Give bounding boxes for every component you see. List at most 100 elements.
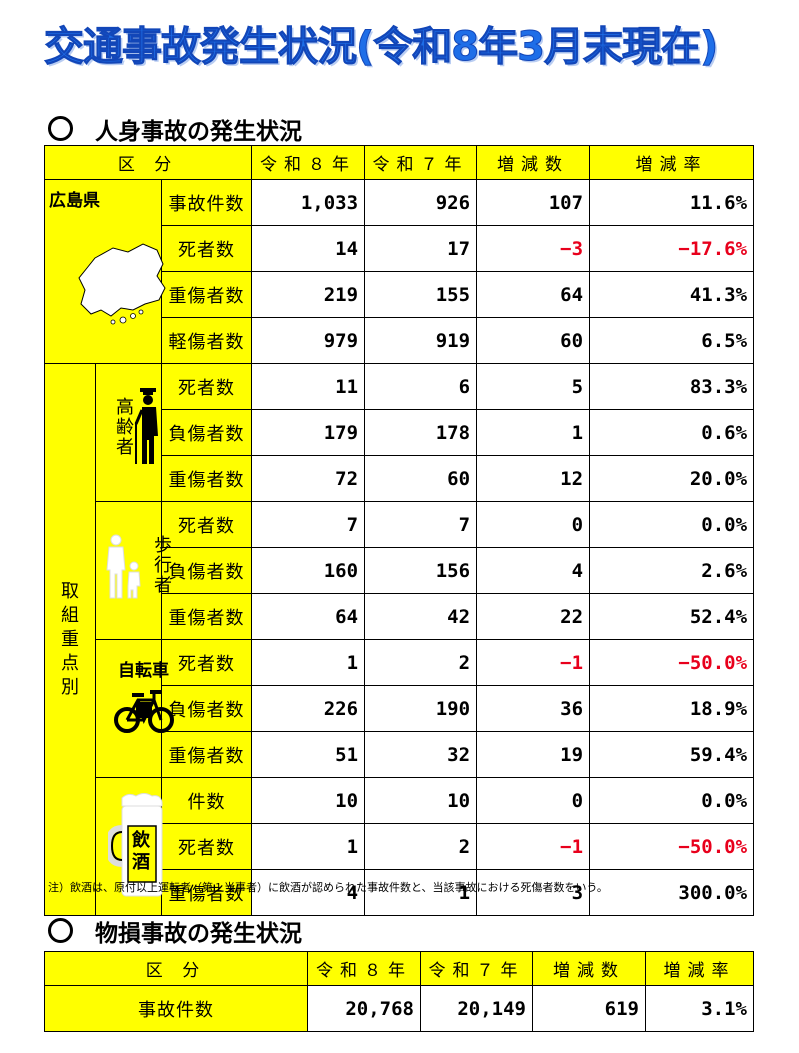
pedestrian-row-label: 死者数 bbox=[160, 501, 253, 548]
cell-diff: −1 bbox=[476, 823, 591, 870]
circle-bullet-icon bbox=[48, 116, 73, 141]
beer-mug-icon bbox=[108, 793, 163, 897]
header-category: 区 分 bbox=[44, 951, 308, 986]
section-heading-text: 人身事故の発生状況 bbox=[95, 119, 302, 145]
table-row: 軽傷者数 979 919 60 6.5% bbox=[45, 317, 755, 364]
drunk-row-label: 件数 bbox=[160, 777, 253, 824]
cell-r8: 11 bbox=[251, 363, 366, 410]
page-title: 交通事故発生状況(令和8年3月末現在) bbox=[43, 24, 718, 71]
cell-diff: 1 bbox=[476, 409, 591, 456]
cell-rate: 300.0% bbox=[589, 869, 755, 916]
pedestrian-icon bbox=[106, 534, 141, 599]
cell-r8: 7 bbox=[251, 501, 366, 548]
header-r8: 令和８年 bbox=[307, 951, 421, 986]
header-category: 区 分 bbox=[43, 145, 253, 180]
cell-r7: 6 bbox=[364, 363, 478, 410]
cell-r7: 926 bbox=[364, 179, 478, 226]
cell-r8: 226 bbox=[251, 685, 366, 732]
cell-rate: 0.0% bbox=[589, 777, 755, 824]
drunk-name: 飲酒 bbox=[132, 830, 150, 873]
focus-label: 取組重点別 bbox=[61, 580, 79, 698]
header-r8: 令和８年 bbox=[251, 145, 366, 180]
header-row: 区 分 令和８年 令和７年 増減数 増減率 bbox=[44, 951, 754, 986]
cell-rate: 11.6% bbox=[589, 179, 755, 226]
elderly-row-label: 負傷者数 bbox=[160, 409, 253, 456]
bicycle-icon bbox=[114, 690, 174, 733]
section-heading-text: 物損事故の発生状況 bbox=[95, 921, 302, 947]
pref-row-label: 軽傷者数 bbox=[160, 317, 253, 364]
cell-rate: 18.9% bbox=[589, 685, 755, 732]
table-row: 重傷者数 4 1 3 300.0% bbox=[45, 869, 755, 916]
cell-r8: 64 bbox=[251, 593, 366, 640]
cell-r7: 17 bbox=[364, 225, 478, 272]
cell-rate: −50.0% bbox=[589, 823, 755, 870]
cell-diff: 36 bbox=[476, 685, 591, 732]
pref-category-cell: 広島県 bbox=[44, 179, 166, 364]
cell-rate: 3.1% bbox=[645, 985, 754, 1032]
cell-diff: 5 bbox=[476, 363, 591, 410]
table-row: 自転車 死者数 1 2 −1 −50.0% bbox=[45, 639, 755, 778]
cell-diff: −3 bbox=[476, 225, 591, 272]
focus-category-cell: 取組重点別 bbox=[44, 363, 96, 916]
table-row: 重傷者数 219 155 64 41.3% bbox=[45, 271, 755, 318]
cell-r8: 219 bbox=[251, 271, 366, 318]
table-row: 重傷者数 51 32 19 59.4% bbox=[45, 731, 755, 778]
table-row: 歩行者 死者数 7 7 0 0.0% bbox=[45, 501, 755, 640]
header-diff: 増減数 bbox=[476, 145, 591, 180]
cell-diff: 0 bbox=[476, 777, 591, 824]
cell-r7: 10 bbox=[364, 777, 478, 824]
pref-row-label: 重傷者数 bbox=[160, 271, 253, 318]
cell-r8: 1 bbox=[251, 823, 366, 870]
pedestrian-row-label: 負傷者数 bbox=[160, 547, 253, 594]
table-row: 重傷者数 64 42 22 52.4% bbox=[45, 593, 755, 640]
cell-rate: −17.6% bbox=[589, 225, 755, 272]
bicycle-category-cell: 自転車 bbox=[95, 639, 174, 778]
cell-r8: 20,768 bbox=[307, 985, 421, 1032]
cell-r8: 14 bbox=[251, 225, 366, 272]
cell-r7: 32 bbox=[364, 731, 478, 778]
cell-rate: 52.4% bbox=[589, 593, 755, 640]
pedestrian-name: 歩行者 bbox=[154, 535, 172, 596]
pref-row-label: 事故件数 bbox=[160, 179, 253, 226]
cell-rate: 59.4% bbox=[589, 731, 755, 778]
cell-r7: 919 bbox=[364, 317, 478, 364]
header-r7: 令和７年 bbox=[420, 951, 533, 986]
cell-diff: 4 bbox=[476, 547, 591, 594]
cell-r8: 10 bbox=[251, 777, 366, 824]
cell-rate: 20.0% bbox=[589, 455, 755, 502]
header-rate: 増減率 bbox=[589, 145, 755, 180]
header-rate: 増減率 bbox=[645, 951, 754, 986]
cell-diff: 19 bbox=[476, 731, 591, 778]
cell-r7: 60 bbox=[364, 455, 478, 502]
table-row: 死者数 1 2 −1 −50.0% bbox=[45, 823, 755, 870]
header-diff: 増減数 bbox=[532, 951, 646, 986]
cell-diff: −1 bbox=[476, 639, 591, 686]
table-row: 広島県 事故件数 1,033 926 107 11.6% bbox=[44, 179, 755, 364]
cell-r8: 51 bbox=[251, 731, 366, 778]
table-row: 取組重点別 高齢者 死者数 11 6 5 83.3% bbox=[44, 363, 755, 916]
cell-rate: 83.3% bbox=[589, 363, 755, 410]
table-row: 死者数 14 17 −3 −17.6% bbox=[45, 225, 755, 272]
elderly-row-label: 重傷者数 bbox=[160, 455, 253, 502]
cell-r7: 2 bbox=[364, 639, 478, 686]
cell-rate: 41.3% bbox=[589, 271, 755, 318]
table-row: 飲酒 件数 10 10 0 0.0% bbox=[45, 777, 755, 916]
section-heading-injury: 人身事故の発生状況 bbox=[48, 112, 302, 146]
section-heading-property: 物損事故の発生状況 bbox=[48, 914, 302, 948]
cell-r7: 7 bbox=[364, 501, 478, 548]
cell-diff: 22 bbox=[476, 593, 591, 640]
elderly-name: 高齢者 bbox=[116, 397, 134, 458]
cell-r7: 178 bbox=[364, 409, 478, 456]
drunk-row-label: 死者数 bbox=[160, 823, 253, 870]
elderly-row-label: 死者数 bbox=[160, 363, 253, 410]
header-r7: 令和７年 bbox=[364, 145, 478, 180]
bicycle-row-label: 死者数 bbox=[160, 639, 253, 686]
hiroshima-map-icon bbox=[78, 243, 166, 325]
cell-r7: 156 bbox=[364, 547, 478, 594]
cell-r7: 2 bbox=[364, 823, 478, 870]
cell-rate: 0.6% bbox=[589, 409, 755, 456]
pref-name: 広島県 bbox=[49, 191, 100, 211]
cell-r7: 20,149 bbox=[420, 985, 533, 1032]
table-row: 重傷者数 72 60 12 20.0% bbox=[45, 455, 755, 502]
cell-rate: 2.6% bbox=[589, 547, 755, 594]
